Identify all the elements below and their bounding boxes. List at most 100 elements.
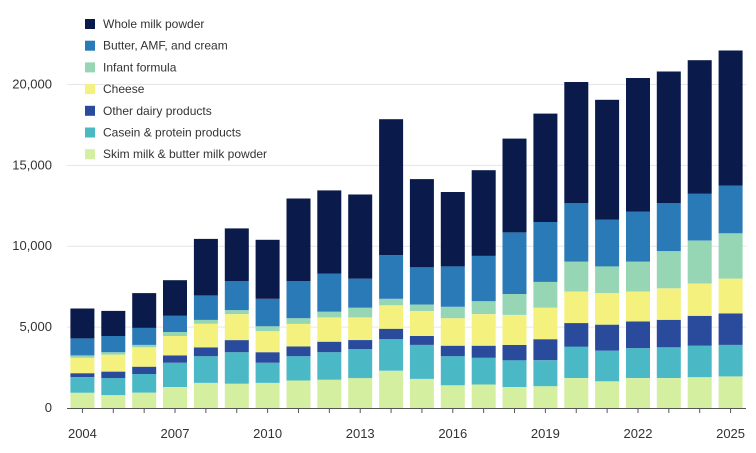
bar-stack-2012 xyxy=(317,190,342,408)
bar-stack-2024 xyxy=(687,60,712,408)
bar-segment-butter-amf-and-cream xyxy=(502,232,527,294)
bar-segment-skim-milk-butter-milk-powder xyxy=(687,377,712,408)
bar-segment-whole-milk-powder xyxy=(656,71,681,204)
legend-label: Skim milk & butter milk powder xyxy=(103,147,267,161)
bar-segment-infant-formula xyxy=(70,355,95,358)
bar-segment-other-dairy-products xyxy=(70,373,95,378)
bar-segment-butter-amf-and-cream xyxy=(595,219,620,267)
bar-stack-2008 xyxy=(193,238,218,408)
bar-segment-whole-milk-powder xyxy=(564,82,589,204)
bar-segment-whole-milk-powder xyxy=(502,138,527,233)
bar-stack-2018 xyxy=(502,138,527,408)
y-axis: 0 5,000 10,000 15,000 20,000 xyxy=(12,76,52,415)
bar-stack-2022 xyxy=(626,78,650,408)
x-tick-label: 2007 xyxy=(161,426,190,441)
bar-segment-skim-milk-butter-milk-powder xyxy=(564,378,589,408)
bar-segment-whole-milk-powder xyxy=(193,238,218,296)
bar-segment-infant-formula xyxy=(379,298,404,306)
bar-segment-other-dairy-products xyxy=(687,315,712,346)
bar-stack-2004 xyxy=(70,308,95,408)
bar-segment-infant-formula xyxy=(595,266,620,294)
legend-item: Butter, AMF, and cream xyxy=(85,39,228,53)
bar-stack-2020 xyxy=(564,82,589,408)
bar-segment-infant-formula xyxy=(687,240,712,284)
bar-segment-infant-formula xyxy=(533,281,558,308)
bar-segment-casein-protein-products xyxy=(70,377,95,393)
bar-segment-butter-amf-and-cream xyxy=(440,266,465,307)
bar-segment-cheese xyxy=(687,283,712,316)
bar-segment-butter-amf-and-cream xyxy=(409,267,434,305)
bar-segment-whole-milk-powder xyxy=(440,192,465,267)
bar-segment-other-dairy-products xyxy=(132,366,157,374)
bar-segment-butter-amf-and-cream xyxy=(656,203,681,252)
bar-segment-whole-milk-powder xyxy=(70,308,95,339)
bar-segment-skim-milk-butter-milk-powder xyxy=(656,378,681,408)
legend-item: Other dairy products xyxy=(85,104,212,118)
bar-segment-whole-milk-powder xyxy=(317,190,342,274)
legend-swatch xyxy=(85,127,95,138)
legend-swatch xyxy=(85,105,95,116)
bar-segment-casein-protein-products xyxy=(132,374,157,393)
bar-segment-infant-formula xyxy=(718,233,743,279)
bar-segment-cheese xyxy=(193,323,218,348)
bar-segment-butter-amf-and-cream xyxy=(348,278,373,308)
bar-segment-skim-milk-butter-milk-powder xyxy=(163,387,187,408)
bar-segment-cheese xyxy=(409,310,434,336)
bar-segment-casein-protein-products xyxy=(286,356,311,381)
bar-segment-butter-amf-and-cream xyxy=(70,338,95,356)
bar-segment-skim-milk-butter-milk-powder xyxy=(502,387,527,408)
bar-segment-casein-protein-products xyxy=(718,344,743,377)
bar-segment-whole-milk-powder xyxy=(409,179,434,268)
bar-segment-casein-protein-products xyxy=(471,357,496,385)
bar-segment-other-dairy-products xyxy=(348,340,373,349)
bar-segment-cheese xyxy=(163,336,187,356)
bar-stack-2021 xyxy=(595,99,620,408)
bar-segment-infant-formula xyxy=(626,261,650,292)
bar-segment-skim-milk-butter-milk-powder xyxy=(409,378,434,408)
bar-segment-infant-formula xyxy=(348,307,373,318)
bar-stack-2013 xyxy=(348,194,373,408)
bar-segment-skim-milk-butter-milk-powder xyxy=(255,382,280,408)
bar-stack-2009 xyxy=(224,228,249,408)
x-axis: 2004 2007 2010 2013 2016 2019 2022 2025 xyxy=(67,408,746,441)
y-tick-label: 10,000 xyxy=(12,238,52,253)
bar-segment-butter-amf-and-cream xyxy=(255,298,280,327)
bar-segment-casein-protein-products xyxy=(626,348,650,378)
bar-segment-casein-protein-products xyxy=(502,360,527,387)
y-tick-label: 5,000 xyxy=(19,319,52,334)
y-tick-label: 20,000 xyxy=(12,76,52,91)
bar-segment-casein-protein-products xyxy=(317,352,342,380)
bar-stack-2014 xyxy=(379,119,404,408)
bar-segment-cheese xyxy=(471,314,496,346)
bar-segment-whole-milk-powder xyxy=(471,170,496,256)
bar-segment-whole-milk-powder xyxy=(595,99,620,220)
bar-segment-casein-protein-products xyxy=(193,356,218,383)
bar-segment-butter-amf-and-cream xyxy=(193,295,218,320)
y-tick-label: 0 xyxy=(45,400,52,415)
bar-segment-infant-formula xyxy=(101,352,126,355)
y-tick-label: 15,000 xyxy=(12,157,52,172)
bar-segment-skim-milk-butter-milk-powder xyxy=(440,385,465,408)
bar-segment-infant-formula xyxy=(564,261,589,292)
bar-segment-infant-formula xyxy=(656,251,681,289)
bar-segment-infant-formula xyxy=(132,344,157,348)
bar-segment-casein-protein-products xyxy=(656,347,681,378)
legend-label: Other dairy products xyxy=(103,104,212,118)
bar-segment-infant-formula xyxy=(224,310,249,315)
bar-segment-other-dairy-products xyxy=(595,324,620,351)
bar-segment-casein-protein-products xyxy=(687,345,712,378)
bar-stack-2015 xyxy=(409,179,434,408)
bar-segment-other-dairy-products xyxy=(564,323,589,347)
bar-segment-whole-milk-powder xyxy=(687,60,712,194)
bar-segment-skim-milk-butter-milk-powder xyxy=(379,370,404,408)
bar-segment-whole-milk-powder xyxy=(533,113,558,222)
bar-segment-cheese xyxy=(595,293,620,325)
bar-segment-cheese xyxy=(718,278,743,314)
legend: Whole milk powder Butter, AMF, and cream I… xyxy=(85,17,267,161)
bar-segment-casein-protein-products xyxy=(163,362,187,387)
bar-segment-casein-protein-products xyxy=(255,362,280,383)
bar-segment-skim-milk-butter-milk-powder xyxy=(471,384,496,408)
bar-segment-butter-amf-and-cream xyxy=(163,315,187,332)
bar-segment-skim-milk-butter-milk-powder xyxy=(317,379,342,408)
bar-segment-cheese xyxy=(379,305,404,329)
